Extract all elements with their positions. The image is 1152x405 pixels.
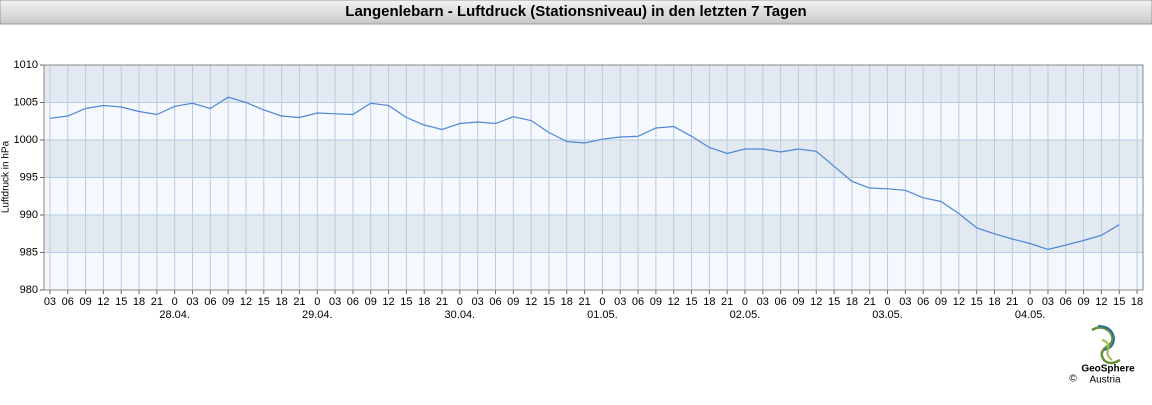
y-tick-label: 990	[20, 209, 38, 221]
x-tick-label: 09	[79, 296, 91, 308]
x-tick-label: 09	[935, 296, 947, 308]
x-tick-label: 09	[1077, 296, 1089, 308]
x-tick-label: 18	[275, 296, 287, 308]
y-tick-label: 1000	[14, 134, 38, 146]
x-tick-label: 12	[668, 296, 680, 308]
x-tick-label: 03	[899, 296, 911, 308]
x-tick-label: 21	[436, 296, 448, 308]
x-tick-label: 09	[650, 296, 662, 308]
plot-border	[43, 64, 1144, 291]
x-tick-label: 09	[222, 296, 234, 308]
y-tick-label: 985	[20, 246, 38, 258]
date-label: 28.04.	[159, 309, 190, 321]
y-tick-label: 1005	[14, 96, 38, 108]
y-tick-label: 1010	[14, 59, 38, 71]
x-tick-label: 15	[258, 296, 270, 308]
x-tick-label: 06	[632, 296, 644, 308]
logo-country: Austria	[1089, 375, 1121, 386]
x-tick-label: 03	[44, 296, 56, 308]
x-tick-label: 18	[561, 296, 573, 308]
x-tick-label: 0	[884, 296, 890, 308]
x-tick-label: 12	[525, 296, 537, 308]
x-tick-label: 12	[953, 296, 965, 308]
x-tick-label: 12	[240, 296, 252, 308]
x-tick-label: 06	[62, 296, 74, 308]
x-tick-label: 18	[703, 296, 715, 308]
x-tick-label: 03	[1042, 296, 1054, 308]
x-tick-label: 03	[472, 296, 484, 308]
x-tick-label: 0	[599, 296, 605, 308]
x-tick-label: 12	[1095, 296, 1107, 308]
x-tick-label: 21	[864, 296, 876, 308]
copyright: ©	[1069, 374, 1077, 385]
grid-band	[44, 140, 1143, 178]
x-tick-label: 06	[1060, 296, 1072, 308]
x-tick-label: 0	[742, 296, 748, 308]
logo: GeoSphere Austria ©	[1069, 325, 1135, 386]
logo-name: GeoSphere	[1081, 364, 1135, 375]
x-tick-label: 03	[329, 296, 341, 308]
x-tick-label: 03	[614, 296, 626, 308]
x-tick-label: 21	[578, 296, 590, 308]
x-tick-label: 06	[917, 296, 929, 308]
x-tick-label: 21	[721, 296, 733, 308]
y-axis-label: Luftdruck in hPa	[1, 140, 12, 213]
x-tick-label: 0	[457, 296, 463, 308]
x-tick-label: 18	[1131, 296, 1143, 308]
x-tick-label: 09	[365, 296, 377, 308]
title-bar	[0, 0, 1152, 25]
y-tick-label: 980	[20, 284, 38, 296]
chart-title: Langenlebarn - Luftdruck (Stationsniveau…	[345, 3, 806, 20]
x-tick-label: 15	[1113, 296, 1125, 308]
x-tick-label: 18	[133, 296, 145, 308]
x-tick-label: 03	[757, 296, 769, 308]
data-line	[49, 96, 1120, 251]
x-tick-label: 03	[186, 296, 198, 308]
x-tick-label: 0	[1027, 296, 1033, 308]
x-tick-label: 18	[846, 296, 858, 308]
date-label: 04.05.	[1015, 309, 1046, 321]
x-tick-label: 0	[172, 296, 178, 308]
logo-icon	[1091, 326, 1121, 365]
date-label: 02.05.	[730, 309, 761, 321]
x-tick-label: 12	[97, 296, 109, 308]
grid-band	[44, 65, 1143, 103]
grid-band	[44, 215, 1143, 253]
x-tick-label: 15	[115, 296, 127, 308]
x-tick-label: 12	[382, 296, 394, 308]
x-tick-label: 15	[971, 296, 983, 308]
x-tick-label: 18	[418, 296, 430, 308]
x-tick-label: 21	[293, 296, 305, 308]
x-tick-label: 15	[685, 296, 697, 308]
x-tick-label: 15	[828, 296, 840, 308]
x-tick-label: 06	[489, 296, 501, 308]
logo-icon	[1101, 339, 1113, 361]
x-tick-label: 21	[151, 296, 163, 308]
x-tick-label: 15	[400, 296, 412, 308]
x-tick-label: 21	[1006, 296, 1018, 308]
date-label: 01.05.	[587, 309, 618, 321]
x-tick-label: 18	[988, 296, 1000, 308]
x-tick-label: 0	[314, 296, 320, 308]
x-tick-label: 06	[204, 296, 216, 308]
x-tick-label: 06	[775, 296, 787, 308]
x-tick-label: 06	[347, 296, 359, 308]
date-label: 29.04.	[302, 309, 333, 321]
x-tick-label: 15	[543, 296, 555, 308]
x-tick-label: 12	[810, 296, 822, 308]
date-label: 03.05.	[872, 309, 903, 321]
x-tick-label: 09	[792, 296, 804, 308]
date-label: 30.04.	[445, 309, 476, 321]
x-tick-label: 09	[507, 296, 519, 308]
y-tick-label: 995	[20, 171, 38, 183]
